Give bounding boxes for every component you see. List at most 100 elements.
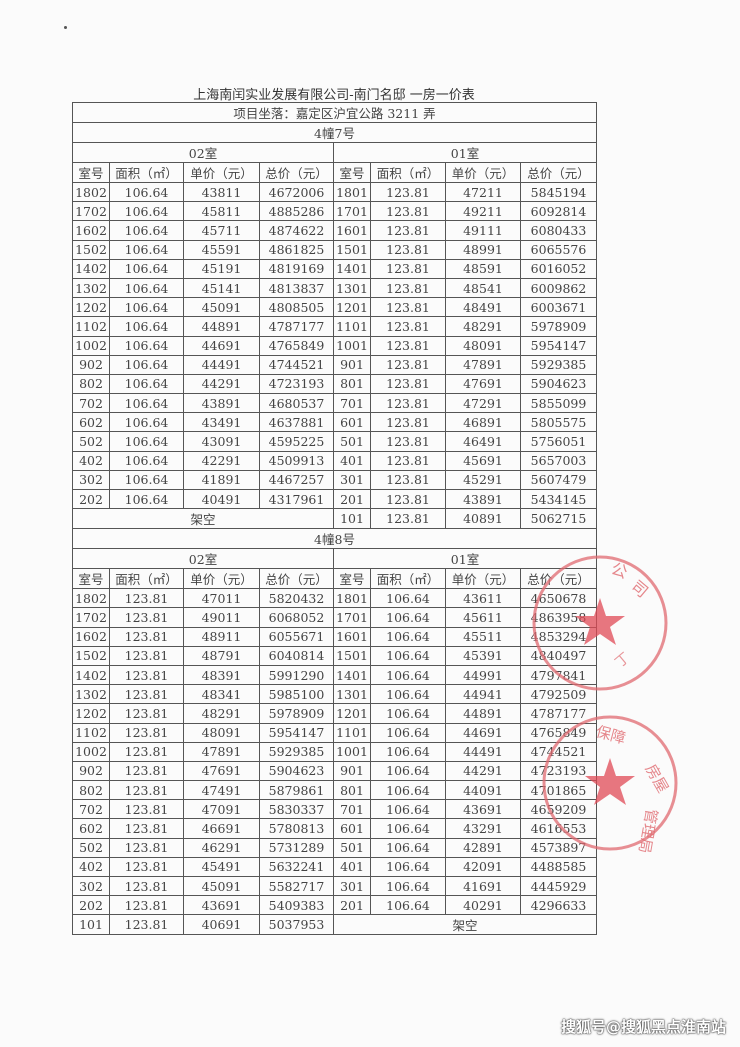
unit-price-cell: 48391 (183, 664, 260, 686)
unit-price-cell: 48991 (445, 239, 521, 260)
room-number-cell: 1801 (333, 181, 371, 203)
unit-price-cell: 47491 (183, 780, 260, 801)
room-number-cell: 601 (333, 412, 371, 433)
area-cell: 123.81 (109, 856, 184, 878)
area-cell: 106.64 (109, 277, 184, 299)
area-cell: 123.81 (109, 875, 184, 897)
room-number-cell: 1701 (333, 201, 371, 222)
total-price-cell: 5037953 (259, 914, 334, 936)
empty-floor-label: 架空 (332, 914, 598, 936)
room-number-cell: 902 (72, 354, 110, 375)
table-row: 302 106.64 41891 4467257 301 123.81 45291 56074… (72, 469, 598, 491)
column-header-room-number: 室号 (72, 568, 110, 590)
column-header-total-price: 总价（元） (259, 568, 334, 590)
area-cell: 123.81 (109, 914, 184, 936)
room-number-cell: 1401 (333, 258, 371, 279)
room-number-cell: 1302 (72, 277, 110, 299)
area-cell: 106.64 (370, 856, 446, 878)
unit-price-cell: 43691 (183, 895, 260, 916)
total-price-cell: 5879861 (259, 780, 334, 801)
room-number-cell: 1302 (72, 684, 110, 705)
area-cell: 123.81 (109, 588, 184, 609)
room-number-cell: 1801 (333, 588, 371, 609)
total-price-cell: 4792509 (519, 684, 598, 705)
room-number-cell: 201 (333, 895, 371, 916)
room-number-cell: 502 (72, 431, 110, 452)
area-cell: 123.81 (370, 239, 446, 260)
area-cell: 106.64 (370, 684, 446, 705)
unit-price-cell: 44891 (183, 316, 260, 337)
room-number-cell: 901 (333, 354, 371, 375)
room-number-cell: 202 (72, 895, 110, 916)
table-row: 502 123.81 46291 5731289 501 106.64 42891 45738… (72, 837, 598, 858)
total-price-cell: 6040814 (259, 645, 334, 666)
room-number-cell: 802 (72, 780, 110, 801)
column-header-area: 面积（㎡） (370, 568, 446, 590)
unit-price-cell: 45491 (183, 856, 260, 878)
table-row: 1702 123.81 49011 6068052 1701 106.64 45611 486… (72, 607, 598, 628)
area-cell: 106.64 (370, 780, 446, 801)
room-number-cell: 701 (333, 393, 371, 414)
room-number-cell: 1002 (72, 335, 110, 356)
area-cell: 106.64 (109, 335, 184, 356)
total-price-cell: 5954147 (519, 335, 598, 356)
room-number-cell: 1602 (72, 220, 110, 241)
building-header-row: 4幢7号 (71, 122, 598, 143)
area-cell: 123.81 (109, 607, 184, 628)
unit-price-cell: 42891 (445, 837, 521, 858)
unit-price-cell: 43891 (183, 393, 260, 414)
area-cell: 106.64 (370, 626, 446, 647)
unit-price-cell: 45811 (183, 201, 260, 222)
total-price-cell: 4650678 (519, 588, 598, 609)
total-price-cell: 4744521 (519, 741, 598, 762)
table-row: 702 123.81 47091 5830337 701 106.64 43691 46592… (72, 799, 598, 820)
room-number-cell: 401 (333, 856, 371, 878)
area-cell: 123.81 (370, 181, 446, 203)
total-price-cell: 4467257 (259, 469, 334, 491)
unit-price-cell: 48541 (445, 277, 521, 299)
total-price-cell: 4840497 (519, 645, 598, 666)
area-cell: 123.81 (109, 895, 184, 916)
table-row: 1102 123.81 48091 5954147 1101 106.64 44691 476… (72, 722, 598, 743)
room-number-cell: 1702 (72, 607, 110, 628)
area-cell: 106.64 (109, 354, 184, 375)
unit-price-cell: 42291 (183, 450, 260, 471)
table-row: 602 106.64 43491 4637881 601 123.81 46891 58055… (72, 412, 598, 433)
unit-price-cell: 43891 (445, 488, 521, 510)
area-cell: 106.64 (109, 412, 184, 433)
area-cell: 123.81 (370, 431, 446, 452)
svg-text:司: 司 (627, 577, 651, 602)
table-row: 1402 123.81 48391 5991290 1401 106.64 44991 479… (72, 664, 598, 686)
area-cell: 123.81 (370, 258, 446, 279)
room-number-cell: 402 (72, 856, 110, 878)
column-header-area: 面积（㎡） (109, 162, 184, 183)
unit-label-right: 01室 (332, 142, 598, 163)
unit-price-cell: 40891 (445, 508, 521, 530)
unit-price-cell: 47091 (183, 799, 260, 820)
area-cell: 106.64 (370, 895, 446, 916)
unit-price-cell: 47691 (183, 760, 260, 782)
unit-price-cell: 48091 (445, 335, 521, 356)
area-cell: 123.81 (370, 354, 446, 375)
area-cell: 106.64 (370, 837, 446, 858)
table-row: 802 106.64 44291 4723193 801 123.81 47691 59046… (72, 373, 598, 395)
total-price-cell: 5756051 (519, 431, 598, 452)
area-cell: 106.64 (109, 450, 184, 471)
total-price-cell: 4616553 (519, 818, 598, 839)
column-header-area: 面积（㎡） (109, 568, 184, 590)
unit-price-cell: 45141 (183, 277, 260, 299)
column-header-total-price: 总价（元） (519, 568, 598, 590)
room-number-cell: 1802 (72, 588, 110, 609)
area-cell: 123.81 (370, 297, 446, 318)
area-cell: 106.64 (370, 664, 446, 686)
room-number-cell: 801 (333, 780, 371, 801)
room-number-cell: 302 (72, 875, 110, 897)
unit-price-cell: 48291 (183, 703, 260, 724)
location-row: 项目坐落：嘉定区沪宜公路 3211 弄 (71, 102, 598, 123)
unit-price-cell: 45091 (183, 297, 260, 318)
svg-text:保障: 保障 (594, 722, 628, 747)
area-cell: 106.64 (370, 799, 446, 820)
total-price-cell: 6068052 (259, 607, 334, 628)
room-number-cell: 1102 (72, 316, 110, 337)
unit-price-cell: 48591 (445, 258, 521, 279)
